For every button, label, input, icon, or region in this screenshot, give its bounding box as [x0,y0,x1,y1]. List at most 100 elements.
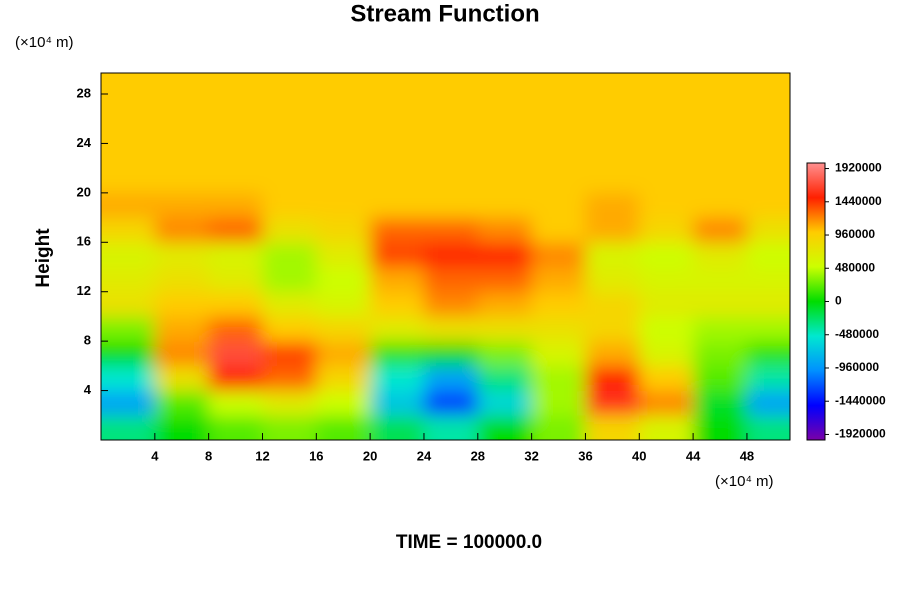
cell [639,73,694,95]
cell [477,217,533,243]
cell [693,73,748,95]
cell [370,118,425,144]
cell [746,267,790,293]
cell [477,267,533,293]
x-tick-label: 36 [578,448,592,463]
cell [423,316,479,342]
cell [531,365,586,392]
cell [154,242,210,268]
cell [693,365,748,392]
field-cells [101,73,790,440]
cell [639,291,694,317]
colorbar-label: 480000 [835,260,875,274]
cell [746,73,790,95]
cell [746,316,790,342]
cell [154,291,210,317]
cell [262,217,317,243]
cell [208,192,263,219]
cell [531,168,586,194]
cell [477,291,533,317]
cell [208,143,263,169]
cell [746,168,790,194]
cell [585,365,640,392]
cell [585,94,640,120]
cell [101,390,156,416]
cell [316,73,371,95]
cell [477,73,533,95]
cell [154,217,210,243]
cell [531,217,586,243]
cell [262,192,317,219]
cell [423,341,479,367]
y-tick-label: 4 [84,382,92,397]
y-axis-label: Height [33,228,54,288]
cell [370,316,425,342]
cell [370,242,425,268]
cell [208,415,263,440]
y-tick-label: 24 [77,135,92,150]
cell [262,341,317,367]
cell [639,267,694,293]
cell [208,267,263,293]
cell [423,118,479,144]
cell [423,168,479,194]
cell [639,316,694,342]
cell [423,94,479,120]
cell [693,242,748,268]
cell [423,143,479,169]
cell [531,118,586,144]
y-tick-label: 16 [77,234,91,249]
cell [316,415,371,440]
cell [585,341,640,367]
cell [101,168,156,194]
cell [585,73,640,95]
cell [101,316,156,342]
cell [370,94,425,120]
cell [262,242,317,268]
x-tick-label: 32 [524,448,538,463]
cell [370,143,425,169]
cell [423,192,479,219]
cell [423,217,479,243]
cell [370,390,425,416]
plot-frame [100,72,791,441]
colorbar-label: -960000 [835,360,879,374]
cell [154,365,210,392]
cell [746,341,790,367]
cell [585,192,640,219]
x-tick-label: 20 [363,448,377,463]
cell [746,390,790,416]
colorbar-label: 1920000 [835,161,882,175]
cell [477,316,533,342]
cell [208,390,263,416]
cell [101,73,156,95]
cell [477,192,533,219]
cell [585,217,640,243]
cell [262,365,317,392]
cell [370,341,425,367]
cell [531,143,586,169]
cell [101,94,156,120]
cell [316,118,371,144]
cell [208,316,263,342]
colorbar-label: -1920000 [835,427,886,441]
y-tick-label: 8 [84,333,91,348]
cell [693,118,748,144]
cell [639,192,694,219]
cell [370,291,425,317]
cell [693,291,748,317]
cell [746,365,790,392]
cell [639,143,694,169]
cell [693,316,748,342]
cell [693,341,748,367]
cell [746,143,790,169]
cell [477,341,533,367]
cell [746,242,790,268]
cell [316,94,371,120]
cell [639,168,694,194]
cell [477,415,533,440]
cell [101,415,156,440]
cell [585,390,640,416]
colorbar [806,162,826,441]
cell [746,415,790,440]
